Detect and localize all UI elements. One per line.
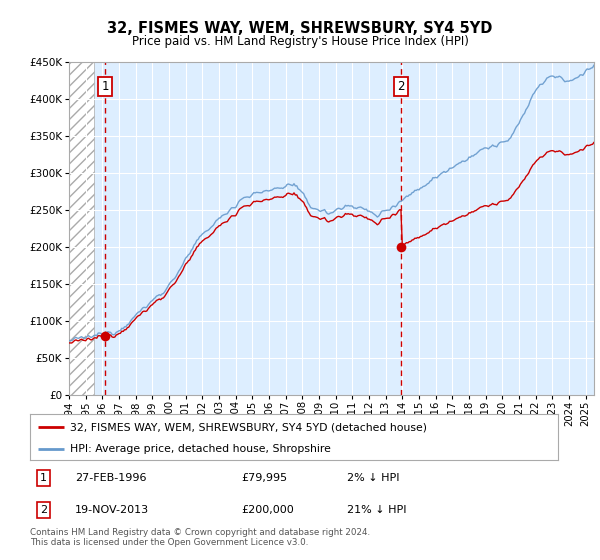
Text: 1: 1 <box>101 80 109 93</box>
Text: 19-NOV-2013: 19-NOV-2013 <box>75 505 149 515</box>
Text: 2% ↓ HPI: 2% ↓ HPI <box>347 473 400 483</box>
Text: 32, FISMES WAY, WEM, SHREWSBURY, SY4 5YD (detached house): 32, FISMES WAY, WEM, SHREWSBURY, SY4 5YD… <box>70 422 427 432</box>
Text: HPI: Average price, detached house, Shropshire: HPI: Average price, detached house, Shro… <box>70 444 331 454</box>
Text: £200,000: £200,000 <box>241 505 294 515</box>
Bar <box>69 62 94 395</box>
Text: 32, FISMES WAY, WEM, SHREWSBURY, SY4 5YD: 32, FISMES WAY, WEM, SHREWSBURY, SY4 5YD <box>107 21 493 36</box>
Text: 2: 2 <box>40 505 47 515</box>
Text: 2: 2 <box>397 80 404 93</box>
Text: 21% ↓ HPI: 21% ↓ HPI <box>347 505 406 515</box>
Text: Price paid vs. HM Land Registry's House Price Index (HPI): Price paid vs. HM Land Registry's House … <box>131 35 469 48</box>
Text: Contains HM Land Registry data © Crown copyright and database right 2024.
This d: Contains HM Land Registry data © Crown c… <box>30 528 370 547</box>
Text: 1: 1 <box>40 473 47 483</box>
Text: 27-FEB-1996: 27-FEB-1996 <box>75 473 146 483</box>
Text: £79,995: £79,995 <box>241 473 287 483</box>
